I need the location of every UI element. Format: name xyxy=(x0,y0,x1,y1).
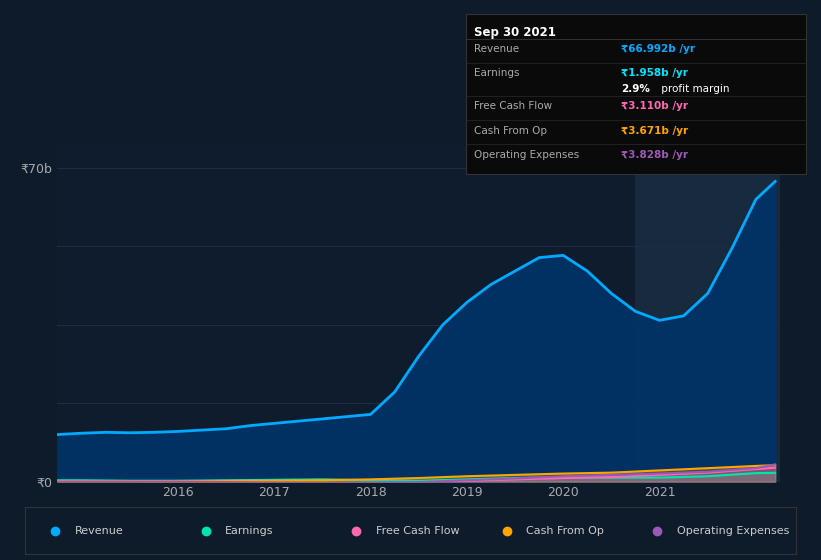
Text: ₹66.992b /yr: ₹66.992b /yr xyxy=(621,44,695,54)
Text: ₹3.828b /yr: ₹3.828b /yr xyxy=(621,150,689,160)
Text: 2.9%: 2.9% xyxy=(621,84,650,94)
Text: profit margin: profit margin xyxy=(658,84,730,94)
Text: Free Cash Flow: Free Cash Flow xyxy=(376,526,460,535)
Text: ₹3.671b /yr: ₹3.671b /yr xyxy=(621,125,689,136)
Text: Operating Expenses: Operating Expenses xyxy=(474,150,579,160)
Text: Earnings: Earnings xyxy=(225,526,273,535)
Text: ₹1.958b /yr: ₹1.958b /yr xyxy=(621,68,688,78)
Text: Sep 30 2021: Sep 30 2021 xyxy=(474,26,556,39)
Text: Cash From Op: Cash From Op xyxy=(526,526,604,535)
Text: Revenue: Revenue xyxy=(75,526,123,535)
Text: ₹3.110b /yr: ₹3.110b /yr xyxy=(621,101,689,111)
Text: Free Cash Flow: Free Cash Flow xyxy=(474,101,552,111)
Text: Revenue: Revenue xyxy=(474,44,519,54)
Text: Cash From Op: Cash From Op xyxy=(474,125,547,136)
Text: Earnings: Earnings xyxy=(474,68,519,78)
Bar xyxy=(635,146,780,482)
Text: Operating Expenses: Operating Expenses xyxy=(677,526,789,535)
